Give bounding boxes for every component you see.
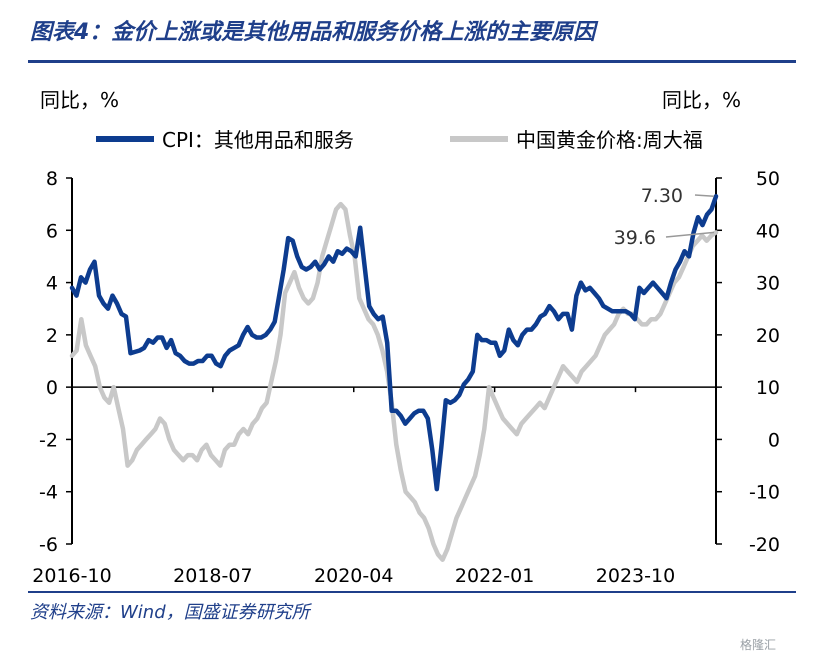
legend-swatch-gold — [450, 135, 508, 142]
left-tick-label: 2 — [46, 325, 58, 347]
annotation-leader — [694, 194, 715, 198]
x-tick-label: 2022-01 — [455, 565, 534, 587]
left-tick-label: 0 — [46, 377, 58, 399]
source-divider — [28, 591, 796, 593]
watermark: 格隆汇 — [740, 638, 777, 652]
left-tick-label: 8 — [46, 168, 58, 190]
x-tick-label: 2020-04 — [314, 565, 393, 587]
source-note: 资料来源：Wind，国盛证券研究所 — [30, 602, 310, 623]
left-tick-label: 4 — [46, 273, 58, 295]
series-line-gold — [69, 201, 719, 562]
right-tick-label: 40 — [756, 220, 780, 242]
right-tick-label: 50 — [756, 168, 780, 190]
right-axis-unit: 同比，% — [662, 88, 742, 112]
right-tick-label: 30 — [756, 273, 780, 295]
left-axis-unit: 同比，% — [40, 88, 120, 112]
title-divider — [28, 60, 796, 63]
left-tick-label: 6 — [46, 220, 58, 242]
legend-item-cpi: CPI：其他用品和服务 — [96, 124, 354, 153]
x-tick-label: 2018-07 — [173, 565, 252, 587]
left-tick-label: -2 — [39, 429, 58, 451]
left-tick-label: -6 — [39, 534, 58, 556]
legend-label-cpi: CPI：其他用品和服务 — [162, 128, 354, 152]
legend-swatch-cpi — [96, 135, 154, 142]
right-tick-label: -10 — [749, 482, 780, 504]
series-line-cpi — [69, 194, 719, 492]
annotation-label: 7.30 — [641, 185, 683, 207]
right-tick-label: 10 — [756, 377, 780, 399]
x-tick-label: 2023-10 — [596, 565, 675, 587]
annotation-leader — [665, 231, 715, 238]
legend-label-gold: 中国黄金价格:周大福 — [516, 128, 703, 152]
chart-title: 图表4：金价上涨或是其他用品和服务价格上涨的主要原因 — [30, 20, 596, 45]
left-tick-label: -4 — [39, 482, 58, 504]
right-tick-label: -20 — [749, 534, 780, 556]
x-tick-label: 2016-10 — [32, 565, 111, 587]
annotation-label: 39.6 — [614, 227, 656, 249]
right-tick-label: 20 — [756, 325, 780, 347]
right-tick-label: 0 — [768, 429, 780, 451]
legend-item-gold: 中国黄金价格:周大福 — [450, 124, 703, 153]
